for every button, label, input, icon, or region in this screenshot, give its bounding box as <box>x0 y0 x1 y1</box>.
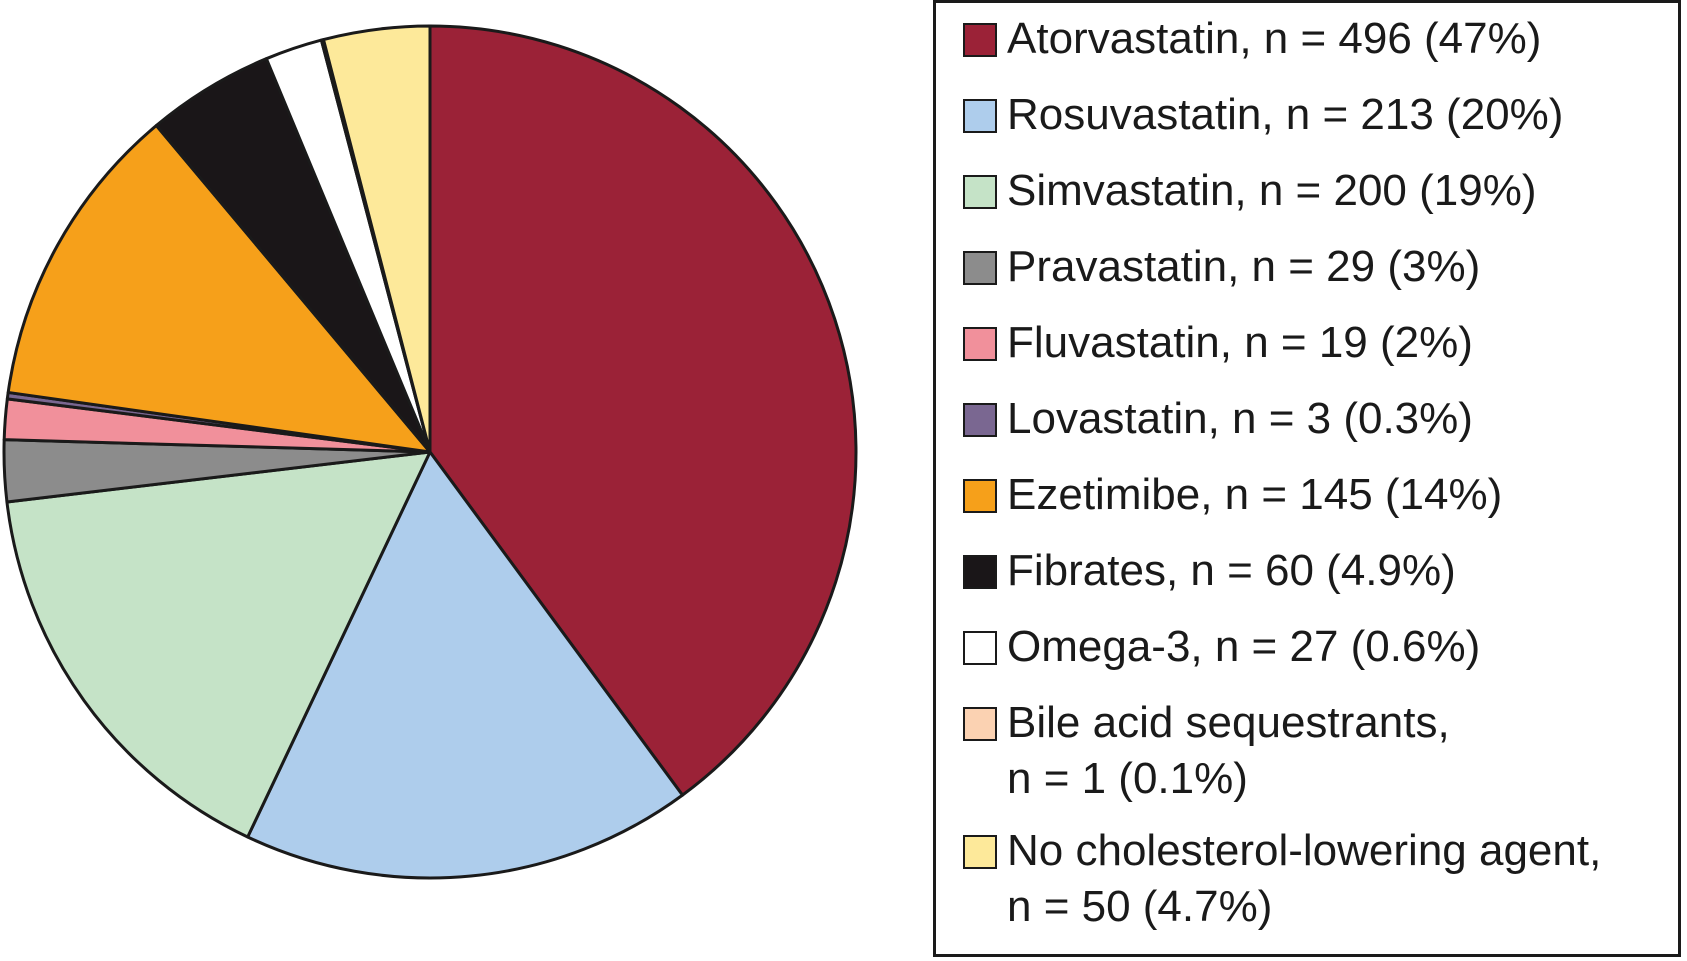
legend-swatch-simvastatin <box>963 175 997 209</box>
legend-label-fluvastatin: Fluvastatin, n = 19 (2%) <box>1007 318 1473 367</box>
legend-label-line2-no-cholesterol-lowering-agent: n = 50 (4.7%) <box>1007 882 1273 931</box>
legend-swatch-lovastatin <box>963 403 997 437</box>
legend-label-lovastatin: Lovastatin, n = 3 (0.3%) <box>1007 394 1473 443</box>
legend-label-fibrates: Fibrates, n = 60 (4.9%) <box>1007 546 1456 595</box>
legend-swatch-rosuvastatin <box>963 99 997 133</box>
legend-label-ezetimibe: Ezetimibe, n = 145 (14%) <box>1007 470 1503 519</box>
legend-label-bile-acid-sequestrants: Bile acid sequestrants, <box>1007 698 1450 747</box>
pie-chart <box>2 24 858 880</box>
legend-label-no-cholesterol-lowering-agent: No cholesterol-lowering agent, <box>1007 826 1602 875</box>
legend-label-rosuvastatin: Rosuvastatin, n = 213 (20%) <box>1007 90 1564 139</box>
legend: Atorvastatin, n = 496 (47%) Rosuvastatin,… <box>933 0 1681 957</box>
legend-label-line2-bile-acid-sequestrants: n = 1 (0.1%) <box>1007 754 1248 803</box>
legend-label-atorvastatin: Atorvastatin, n = 496 (47%) <box>1007 14 1542 63</box>
legend-swatch-omega-3 <box>963 631 997 665</box>
legend-swatch-no-cholesterol-lowering-agent <box>963 835 997 869</box>
legend-swatch-atorvastatin <box>963 23 997 57</box>
legend-swatch-fluvastatin <box>963 327 997 361</box>
pie-slice-ezetimibe <box>6 124 432 454</box>
legend-swatch-fibrates <box>963 555 997 589</box>
pie-slice-simvastatin <box>5 450 432 839</box>
legend-label-omega-3: Omega-3, n = 27 (0.6%) <box>1007 622 1481 671</box>
pie-slice-rosuvastatin <box>246 450 684 880</box>
legend-swatch-pravastatin <box>963 251 997 285</box>
legend-label-simvastatin: Simvastatin, n = 200 (19%) <box>1007 166 1537 215</box>
pie-slice-no-cholesterol-lowering-agent <box>321 24 432 454</box>
legend-swatch-bile-acid-sequestrants <box>963 707 997 741</box>
legend-label-pravastatin: Pravastatin, n = 29 (3%) <box>1007 242 1481 291</box>
legend-swatch-ezetimibe <box>963 479 997 513</box>
pie-slices <box>2 24 858 880</box>
pie-slice-atorvastatin <box>428 24 858 797</box>
